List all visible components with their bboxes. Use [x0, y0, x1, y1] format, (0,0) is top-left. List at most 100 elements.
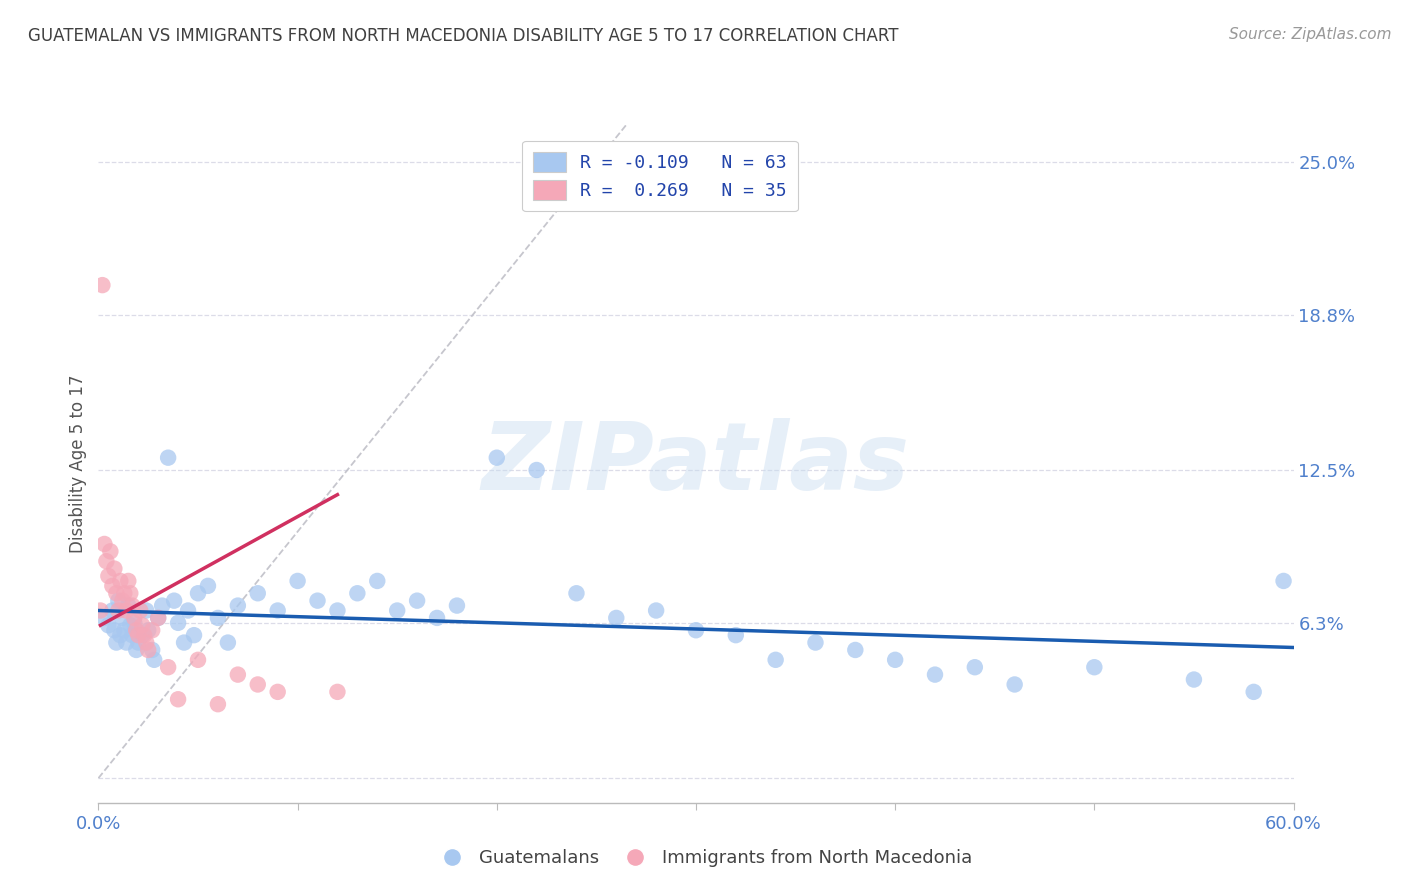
- Point: [326, 685, 349, 699]
- Point: [91, 278, 114, 293]
- Point: [148, 611, 170, 625]
- Point: [93, 537, 115, 551]
- Point: [107, 603, 129, 617]
- Point: [187, 586, 209, 600]
- Point: [267, 603, 290, 617]
- Point: [97, 569, 120, 583]
- Point: [385, 603, 409, 617]
- Point: [121, 599, 143, 613]
- Point: [804, 635, 827, 649]
- Point: [246, 677, 269, 691]
- Text: Source: ZipAtlas.com: Source: ZipAtlas.com: [1229, 27, 1392, 42]
- Point: [103, 624, 125, 638]
- Point: [117, 574, 139, 588]
- Point: [163, 593, 186, 607]
- Point: [246, 586, 269, 600]
- Point: [207, 611, 229, 625]
- Point: [1182, 673, 1205, 687]
- Point: [605, 611, 627, 625]
- Point: [167, 692, 190, 706]
- Point: [963, 660, 986, 674]
- Point: [112, 624, 135, 638]
- Point: [135, 635, 157, 649]
- Point: [127, 628, 149, 642]
- Point: [89, 603, 111, 617]
- Point: [1004, 677, 1026, 691]
- Point: [120, 586, 142, 600]
- Point: [124, 615, 146, 630]
- Point: [267, 685, 290, 699]
- Point: [110, 574, 132, 588]
- Point: [884, 653, 907, 667]
- Point: [127, 635, 149, 649]
- Point: [101, 603, 124, 617]
- Point: [173, 635, 195, 649]
- Point: [98, 544, 122, 558]
- Point: [105, 586, 128, 600]
- Point: [307, 593, 329, 607]
- Point: [96, 554, 118, 568]
- Point: [150, 599, 173, 613]
- Point: [765, 653, 787, 667]
- Point: [217, 635, 239, 649]
- Point: [1243, 685, 1265, 699]
- Legend: Guatemalans, Immigrants from North Macedonia: Guatemalans, Immigrants from North Maced…: [426, 842, 980, 874]
- Point: [287, 574, 309, 588]
- Point: [366, 574, 388, 588]
- Point: [226, 599, 249, 613]
- Y-axis label: Disability Age 5 to 17: Disability Age 5 to 17: [69, 375, 87, 553]
- Point: [103, 561, 125, 575]
- Point: [157, 660, 180, 674]
- Point: [136, 643, 159, 657]
- Point: [129, 603, 152, 617]
- Point: [645, 603, 668, 617]
- Point: [93, 611, 115, 625]
- Text: GUATEMALAN VS IMMIGRANTS FROM NORTH MACEDONIA DISABILITY AGE 5 TO 17 CORRELATION: GUATEMALAN VS IMMIGRANTS FROM NORTH MACE…: [28, 27, 898, 45]
- Point: [134, 628, 156, 642]
- Point: [426, 611, 449, 625]
- Point: [131, 628, 153, 642]
- Point: [485, 450, 508, 465]
- Point: [1272, 574, 1295, 588]
- Point: [207, 697, 229, 711]
- Point: [141, 643, 163, 657]
- Point: [724, 628, 747, 642]
- Point: [112, 586, 135, 600]
- Point: [136, 624, 159, 638]
- Point: [346, 586, 368, 600]
- Point: [326, 603, 349, 617]
- Text: ZIPatlas: ZIPatlas: [482, 417, 910, 510]
- Point: [197, 579, 219, 593]
- Point: [124, 611, 146, 625]
- Point: [526, 463, 548, 477]
- Point: [183, 628, 205, 642]
- Point: [125, 624, 148, 638]
- Point: [121, 628, 143, 642]
- Point: [226, 667, 249, 681]
- Point: [685, 624, 707, 638]
- Point: [101, 579, 124, 593]
- Point: [135, 603, 157, 617]
- Point: [565, 586, 588, 600]
- Point: [844, 643, 866, 657]
- Point: [177, 603, 200, 617]
- Point: [924, 667, 946, 681]
- Point: [105, 635, 128, 649]
- Point: [97, 618, 120, 632]
- Point: [167, 615, 190, 630]
- Point: [157, 450, 180, 465]
- Point: [148, 611, 170, 625]
- Point: [143, 653, 166, 667]
- Point: [111, 611, 134, 625]
- Point: [117, 599, 139, 613]
- Point: [115, 635, 138, 649]
- Point: [107, 593, 129, 607]
- Point: [120, 618, 142, 632]
- Point: [131, 618, 153, 632]
- Point: [141, 624, 163, 638]
- Point: [446, 599, 468, 613]
- Point: [1083, 660, 1105, 674]
- Point: [406, 593, 429, 607]
- Point: [187, 653, 209, 667]
- Point: [111, 593, 134, 607]
